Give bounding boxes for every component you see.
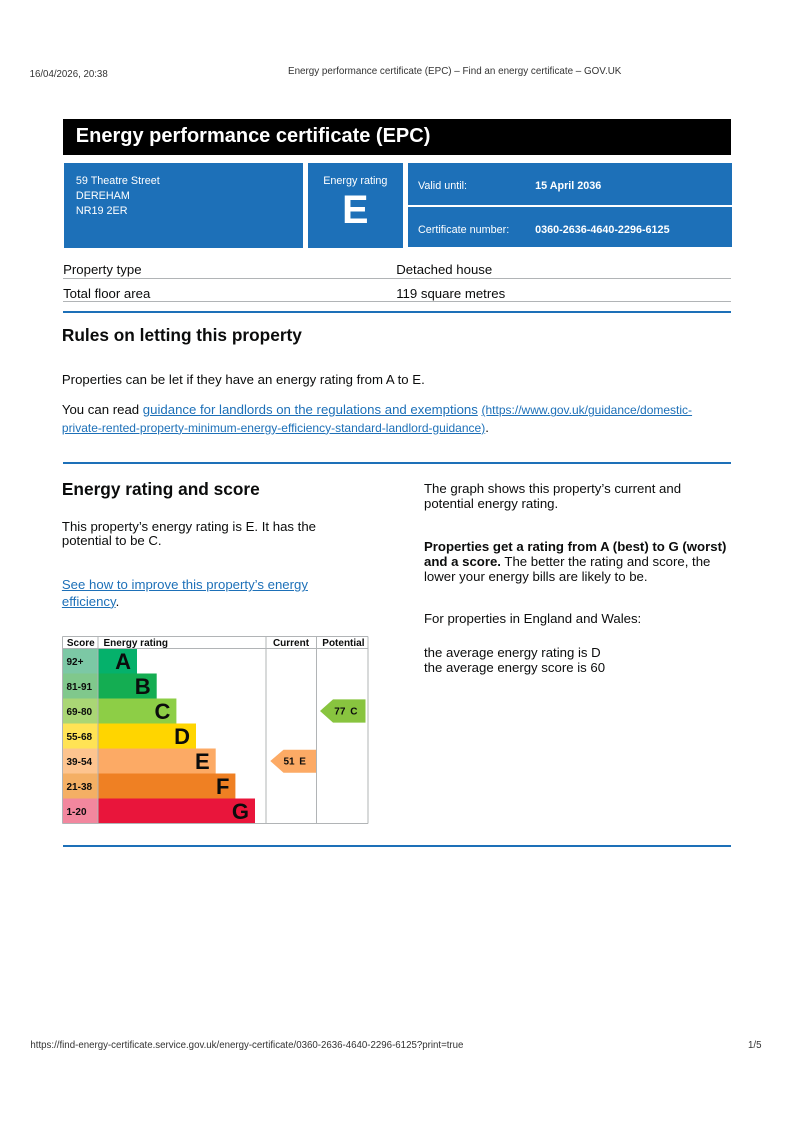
svg-text:E: E xyxy=(195,749,210,774)
svg-text:55-68: 55-68 xyxy=(67,732,93,743)
svg-text:C: C xyxy=(155,699,171,724)
svg-text:81-91: 81-91 xyxy=(67,682,93,693)
svg-text:E: E xyxy=(299,757,306,768)
svg-text:B: B xyxy=(135,674,151,699)
svg-text:Score: Score xyxy=(67,638,95,649)
svg-text:G: G xyxy=(232,799,249,824)
svg-text:77: 77 xyxy=(334,707,346,718)
svg-text:21-38: 21-38 xyxy=(67,782,93,793)
svg-text:39-54: 39-54 xyxy=(67,757,93,768)
svg-text:Potential: Potential xyxy=(322,638,364,649)
svg-text:92+: 92+ xyxy=(67,657,84,668)
svg-text:A: A xyxy=(115,649,131,674)
svg-text:1-20: 1-20 xyxy=(67,807,87,818)
svg-text:69-80: 69-80 xyxy=(67,707,93,718)
svg-text:D: D xyxy=(174,724,190,749)
svg-text:F: F xyxy=(216,774,229,799)
svg-text:Current: Current xyxy=(273,638,310,649)
svg-text:Energy rating: Energy rating xyxy=(104,638,168,649)
svg-text:C: C xyxy=(350,707,357,718)
svg-text:51: 51 xyxy=(284,757,296,768)
